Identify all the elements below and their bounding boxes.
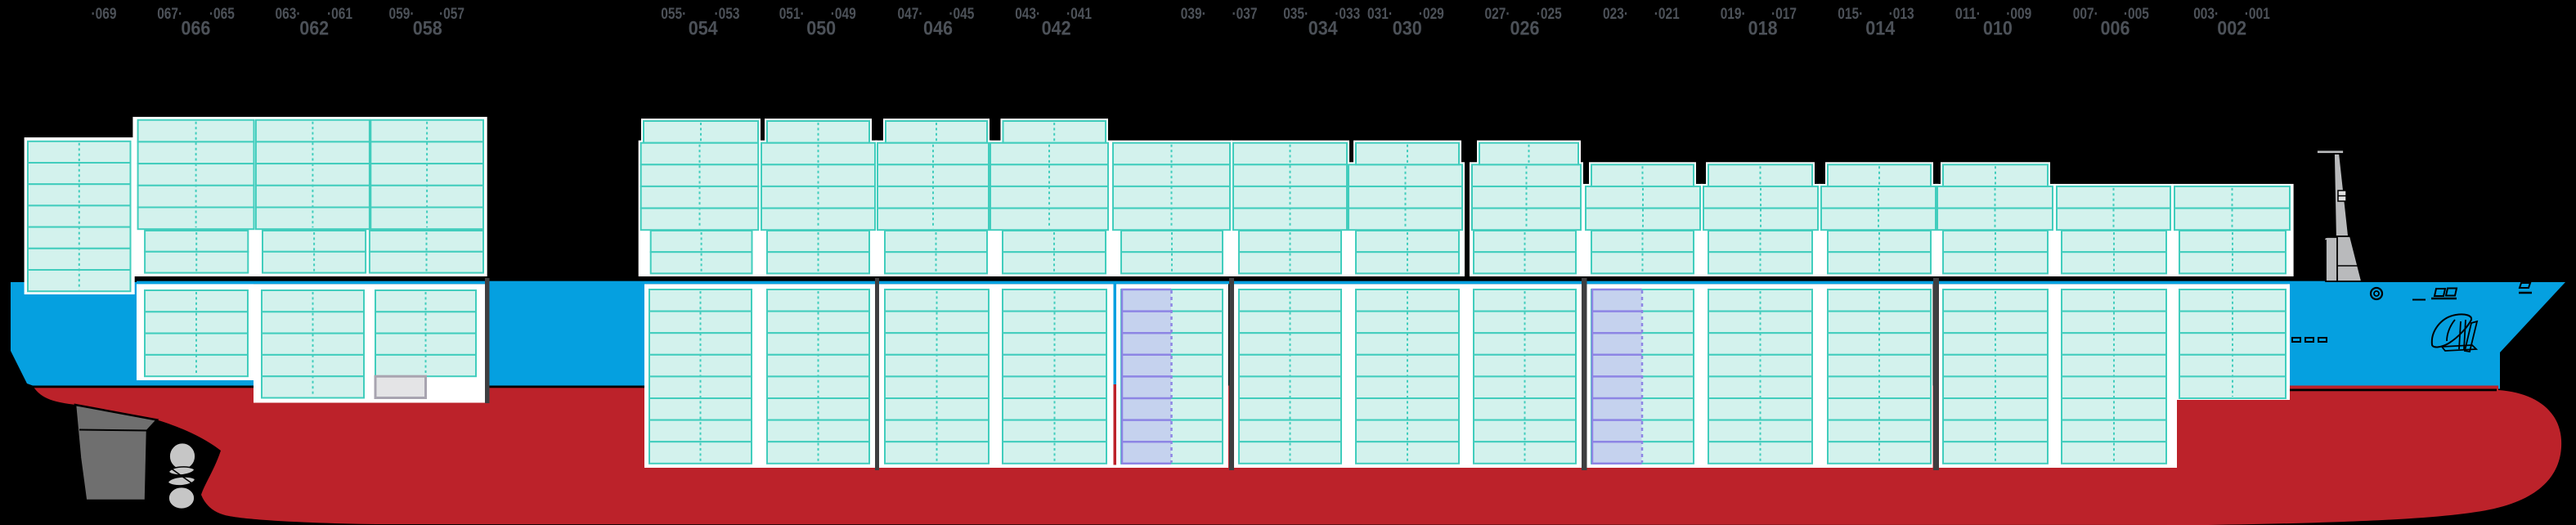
svg-text:047·: 047· [898, 5, 923, 23]
svg-text:·069: ·069 [92, 5, 117, 23]
svg-text:018: 018 [1748, 18, 1778, 40]
svg-text:035·: 035· [1283, 5, 1308, 23]
svg-text:010: 010 [1983, 18, 2013, 40]
svg-text:043·: 043· [1015, 5, 1040, 23]
svg-text:·001: ·001 [2245, 5, 2270, 23]
svg-text:·029: ·029 [1419, 5, 1444, 23]
svg-text:·017: ·017 [1771, 5, 1797, 23]
svg-text:030: 030 [1393, 18, 1422, 40]
svg-text:042: 042 [1042, 18, 1071, 40]
svg-text:014: 014 [1865, 18, 1896, 40]
svg-text:·057: ·057 [439, 5, 464, 23]
svg-text:019·: 019· [1721, 5, 1746, 23]
svg-text:015·: 015· [1838, 5, 1863, 23]
svg-text:054: 054 [689, 18, 719, 40]
svg-text:046: 046 [923, 18, 953, 40]
svg-text:059·: 059· [389, 5, 415, 23]
svg-text:067·: 067· [157, 5, 182, 23]
svg-text:058: 058 [413, 18, 442, 40]
svg-text:055·: 055· [661, 5, 686, 23]
svg-text:·037: ·037 [1232, 5, 1258, 23]
svg-text:066: 066 [181, 18, 210, 40]
svg-text:034: 034 [1308, 18, 1339, 40]
svg-text:·045: ·045 [949, 5, 974, 23]
svg-text:039·: 039· [1181, 5, 1206, 23]
svg-text:·013: ·013 [1889, 5, 1914, 23]
svg-text:003·: 003· [2193, 5, 2219, 23]
svg-text:·021: ·021 [1654, 5, 1680, 23]
svg-text:050: 050 [806, 18, 836, 40]
svg-text:062: 062 [299, 18, 329, 40]
svg-text:031·: 031· [1367, 5, 1393, 23]
svg-text:·053: ·053 [715, 5, 740, 23]
svg-text:002: 002 [2217, 18, 2246, 40]
svg-text:·065: ·065 [209, 5, 235, 23]
svg-text:006: 006 [2101, 18, 2130, 40]
svg-text:027·: 027· [1485, 5, 1510, 23]
svg-text:·041: ·041 [1066, 5, 1092, 23]
svg-text:007·: 007· [2073, 5, 2098, 23]
svg-text:·025: ·025 [1537, 5, 1562, 23]
svg-text:051·: 051· [779, 5, 805, 23]
svg-text:·033: ·033 [1335, 5, 1360, 23]
svg-text:026: 026 [1510, 18, 1540, 40]
svg-text:·061: ·061 [327, 5, 352, 23]
svg-text:·005: ·005 [2124, 5, 2149, 23]
svg-text:063·: 063· [276, 5, 301, 23]
svg-text:·009: ·009 [2006, 5, 2031, 23]
svg-text:·049: ·049 [831, 5, 856, 23]
svg-text:023·: 023· [1603, 5, 1628, 23]
svg-text:011·: 011· [1955, 5, 1981, 23]
